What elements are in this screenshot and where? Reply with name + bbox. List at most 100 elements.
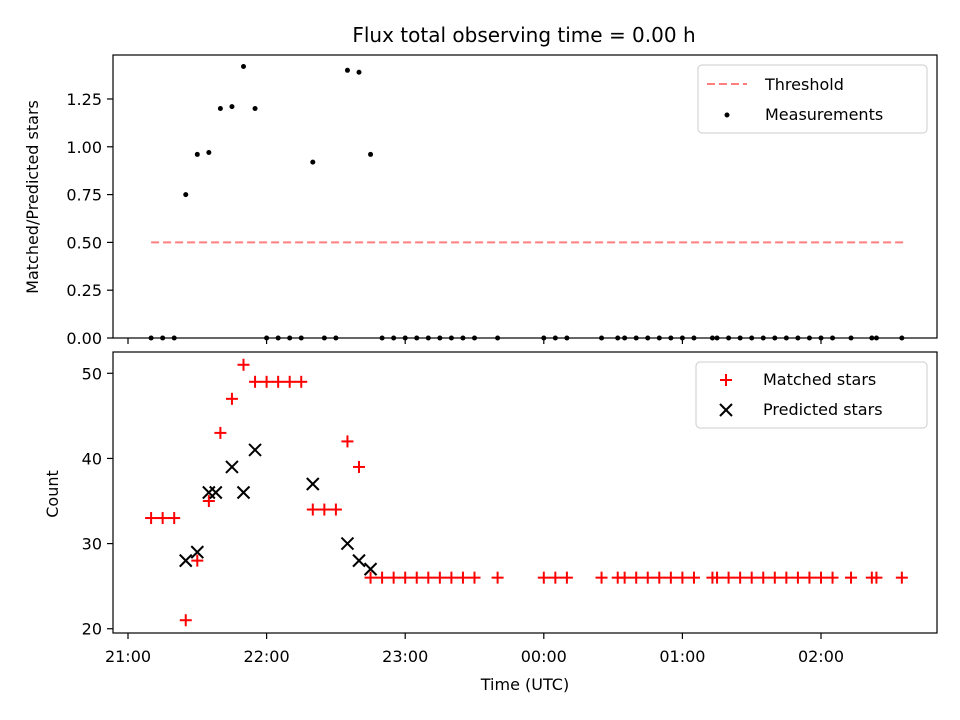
legend-predicted-label: Predicted stars (763, 400, 883, 419)
matched-star-point (353, 460, 365, 473)
matched-star-point (768, 571, 781, 584)
matched-star-point (895, 571, 908, 584)
top-axes-frame (112, 54, 938, 339)
bottom-ylabel: Count (43, 470, 62, 518)
matched-star-point (803, 571, 816, 584)
matched-star-point (191, 554, 204, 567)
matched-star-point (202, 495, 215, 508)
matched-star-point (456, 571, 469, 584)
matched-star-point (664, 571, 677, 584)
measurement-point (206, 150, 212, 156)
matched-star-point (722, 571, 735, 584)
bottom-y-ticks: 20 30 40 50 (82, 364, 113, 639)
matched-star-point (249, 375, 262, 388)
matched-star-point (156, 512, 169, 525)
bottom-xtick-label: 22:00 (244, 647, 290, 666)
matched-star-point (745, 571, 758, 584)
matched-star-point (870, 571, 883, 584)
top-ytick-label: 0.00 (66, 329, 102, 348)
predicted-star-point (352, 553, 366, 568)
bottom-ytick-label: 20 (82, 620, 102, 639)
measurement-point (310, 159, 316, 165)
matched-star-point (491, 571, 504, 584)
matched-star-point (734, 571, 747, 584)
measurement-point (217, 106, 223, 112)
bottom-points (145, 358, 908, 627)
predicted-star-point (225, 460, 239, 474)
matched-star-point (225, 392, 238, 405)
bottom-xtick-label: 01:00 (659, 647, 705, 666)
top-legend: Threshold Measurements (697, 64, 928, 134)
matched-star-point (653, 571, 666, 584)
predicted-star-point (363, 562, 378, 576)
bottom-legend-box (695, 361, 928, 429)
matched-star-point (329, 503, 342, 516)
predicted-star-point (340, 536, 355, 551)
bottom-xtick-label: 23:00 (382, 647, 428, 666)
bottom-xtick-label: 02:00 (798, 647, 844, 666)
matched-star-point (676, 571, 689, 584)
matched-star-point (445, 571, 458, 584)
top-panel: Flux total observing time = 0.00 h Match… (23, 23, 938, 348)
legend-measurements-label: Measurements (765, 105, 883, 124)
bottom-axes-frame (112, 351, 938, 634)
top-ytick-label: 0.50 (66, 233, 102, 252)
measurement-point (368, 151, 374, 157)
matched-star-point (214, 426, 227, 439)
matched-star-point (376, 571, 389, 584)
predicted-star-point (179, 553, 193, 568)
bottom-xlabel: Time (UTC) (480, 675, 569, 694)
matched-star-point (641, 571, 654, 584)
measurement-point (194, 151, 200, 157)
bottom-legend: Matched stars Predicted stars (695, 361, 928, 429)
matched-star-point (422, 571, 435, 584)
measurement-point (241, 63, 246, 69)
bottom-panel: Count Time (UTC) 20 30 40 50 21:00 22:00 23:0… (43, 351, 938, 694)
matched-star-point (618, 571, 631, 584)
matched-star-point (387, 571, 400, 584)
legend-predicted-swatch (719, 403, 733, 417)
matched-star-point (179, 614, 192, 627)
matched-star-point (791, 571, 804, 584)
matched-star-point (168, 512, 181, 525)
matched-star-point (537, 571, 550, 584)
matched-star-point (687, 571, 700, 584)
predicted-star-point (248, 443, 262, 457)
bottom-ytick-label: 40 (82, 449, 102, 468)
matched-star-point (410, 571, 423, 584)
matched-star-point (560, 571, 573, 584)
matched-star-point (757, 571, 770, 584)
legend-matched-swatch (720, 374, 732, 386)
matched-star-point (780, 571, 793, 584)
matched-star-point (711, 571, 724, 584)
matched-star-point (399, 571, 412, 584)
bottom-ytick-label: 30 (82, 535, 102, 554)
matched-star-point (306, 503, 319, 516)
measurement-point (183, 192, 189, 198)
predicted-star-point (190, 545, 205, 559)
matched-star-point (468, 571, 481, 584)
matched-star-point (341, 435, 354, 448)
measurement-point (252, 106, 258, 112)
matched-star-point (826, 571, 839, 584)
matched-star-point (237, 358, 250, 371)
matched-star-point (845, 571, 858, 584)
chart-title: Flux total observing time = 0.00 h (352, 23, 695, 47)
predicted-star-point (236, 485, 251, 500)
matched-star-point (145, 512, 158, 525)
matched-star-point (318, 503, 331, 516)
top-ytick-label: 1.00 (66, 138, 102, 157)
bottom-ytick-label: 50 (82, 364, 102, 383)
matched-star-point (549, 571, 562, 584)
top-ytick-label: 1.25 (66, 90, 102, 109)
predicted-star-point (209, 485, 223, 500)
matched-star-point (272, 375, 285, 388)
measurement-point (229, 104, 235, 110)
legend-measurements-swatch (724, 112, 730, 118)
matched-star-point (260, 375, 273, 388)
top-ytick-label: 0.25 (66, 281, 102, 300)
matched-star-point (815, 571, 827, 584)
bottom-xtick-label: 21:00 (105, 647, 151, 666)
legend-matched-label: Matched stars (763, 370, 876, 389)
